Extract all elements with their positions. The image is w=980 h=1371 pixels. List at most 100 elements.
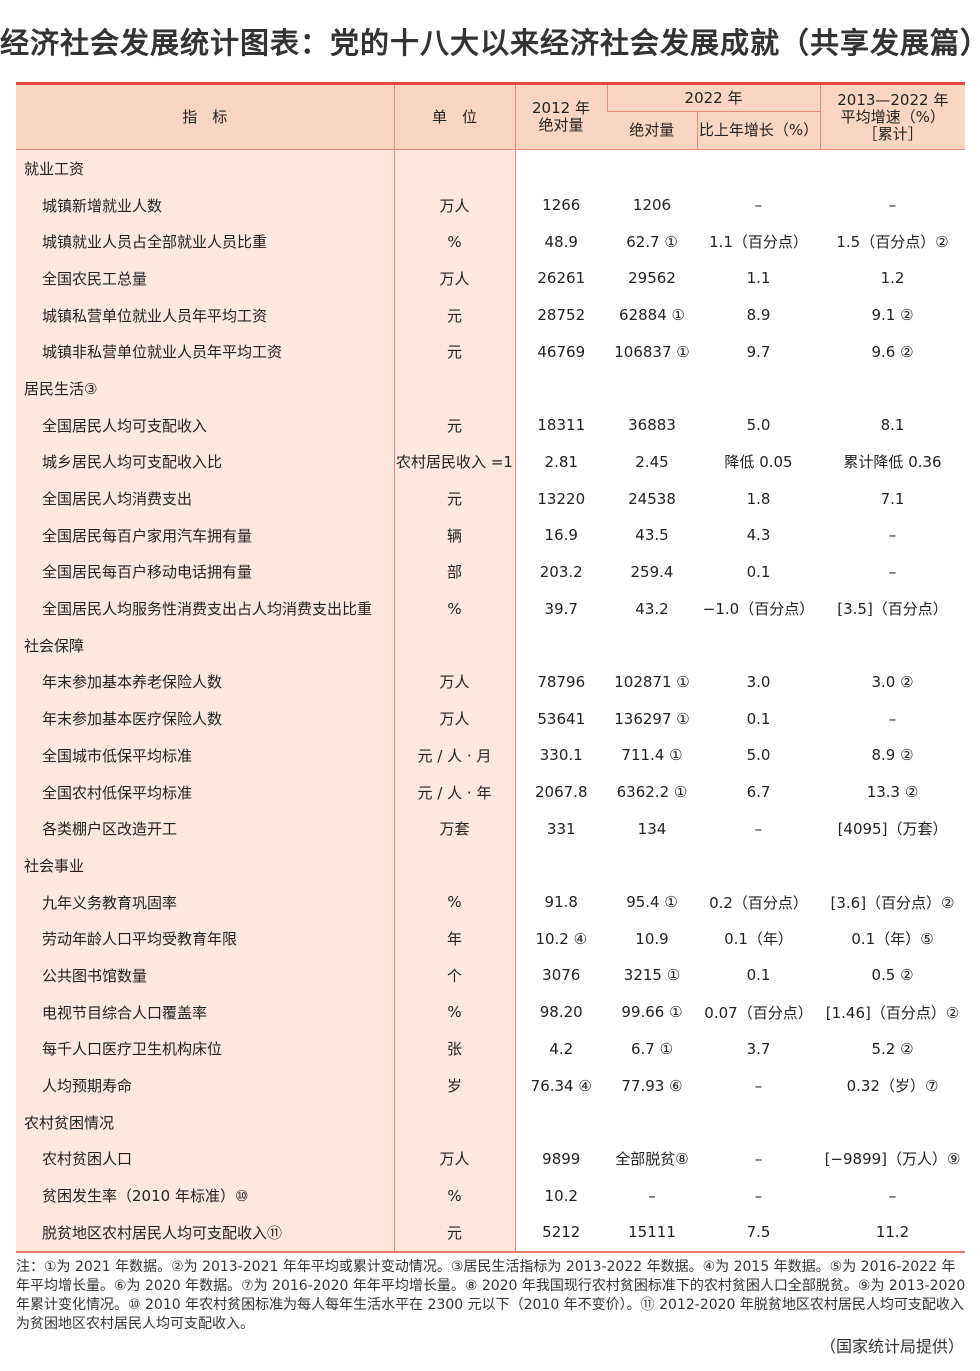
value-2022-cell: 62.7 ① [626,232,678,251]
section-title: 农村贫困情况 [16,1103,394,1141]
value-2012-cell: 28752 [537,306,586,325]
value-2022-cell: 62884 ① [619,306,685,325]
value-2022-cell: 24538 [628,489,676,508]
average-cell: [4095]（万套） [837,820,948,839]
growth-cell: 0.1 [746,709,771,728]
indicator-cell: 年末参加基本养老保险人数 [16,663,394,701]
value-2022-cell: 134 [637,819,667,838]
average-cell: – [888,562,897,581]
value-2012-cell: 91.8 [544,893,578,912]
unit-cell: 元 / 人 · 年 [393,773,516,811]
value-2022-cell: 36883 [628,416,676,435]
indicator-cell: 城镇就业人员占全部就业人员比重 [16,223,394,261]
unit-cell: % [393,993,516,1031]
indicator-cell: 农村贫困人口 [16,1140,394,1178]
table-row: 全国城市低保平均标准元 / 人 · 月 330.1 711.4 ① 5.0 8.9 ② [16,737,965,774]
section-title: 社会事业 [16,847,394,884]
table-row: 每千人口医疗卫生机构床位张 4.2 6.7 ① 3.7 5.2 ② [16,1030,965,1068]
table-row: 城镇就业人员占全部就业人员比重% 48.9 62.7 ① 1.1（百分点） 1.5（百分… [16,223,965,261]
growth-cell: 5.0 [746,416,771,435]
unit-cell: 万人 [393,186,516,224]
table-row: 全国农民工总量 万人 26261 29562 1.1 1.2 [16,260,965,297]
table-row: 年末参加基本养老保险人数 万人 78796 102871 ① 3.0 3.0 ② [16,663,965,701]
unit-cell [393,370,516,407]
table-row: 全国农村低保平均标准元 / 人 · 年 2067.8 6362.2 ① 6.7 13.3… [16,773,965,811]
table-row: 贫困发生率（2010 年标准）⑩% 10.2 – – – [16,1177,965,1214]
indicator-cell: 全国农村低保平均标准 [16,773,394,811]
table-row: 公共图书馆数量个 3076 3215 ① 0.1 0.5 ② [16,957,965,994]
table-row: 城镇新增就业人数 万人 1266 1206 – – [16,186,965,224]
value-2012-cell: 16.9 [544,526,578,545]
table-row: 九年义务教育巩固率% 91.8 95.4 ① 0.2（百分点） [3.6]（百分点）② [16,883,965,921]
growth-cell: 0.07（百分点） [704,1003,813,1022]
unit-cell: 张 [393,1030,516,1068]
average-cell: 13.3 ② [866,783,919,802]
value-2022-cell: 95.4 ① [626,893,678,912]
table-row: 城乡居民人均可支配收入比 农村居民收入 =1 2.81 2.45 降低 0.05 累计降低… [16,443,965,481]
indicator-cell: 公共图书馆数量 [16,957,394,994]
source-credit: （国家统计局提供） [819,1337,964,1356]
value-2022-cell: 3215 ① [623,966,681,985]
growth-cell: −1.0（百分点） [702,600,815,619]
value-2022-cell: – [648,1186,656,1205]
value-2012-cell: 1266 [542,196,581,215]
indicator-cell: 年末参加基本医疗保险人数 [16,700,394,737]
growth-cell: 6.7 [746,783,771,802]
value-2012-cell: 39.7 [544,599,578,618]
value-2022-cell: 1206 [632,196,672,215]
empty-cell [515,627,965,664]
value-2012-cell: 46769 [537,342,586,361]
growth-cell: 0.1 [746,966,771,985]
value-2012-cell: 5212 [542,1223,581,1242]
section-row: 社会保障 [16,626,965,664]
unit-cell: 万人 [393,260,516,297]
empty-cell [515,150,965,187]
average-cell: [3.5]（百分点） [837,600,948,619]
value-2012-cell: 2067.8 [535,783,588,802]
header-2022-absolute: 绝对量 [607,111,697,150]
value-2022-cell: 43.2 [635,599,669,618]
table-row: 城镇私营单位就业人员年平均工资元 28752 62884 ① 8.9 9.1 ② [16,296,965,334]
value-2012-cell: 2.81 [544,452,578,471]
table-row: 全国居民每百户移动电话拥有量部 203.2 259.4 0.1 – [16,553,965,591]
value-2012-cell: 13220 [537,489,586,508]
value-2022-cell: 15111 [628,1223,676,1242]
average-cell: 0.32（岁）⑦ [846,1077,939,1096]
growth-cell: 1.8 [746,489,771,508]
growth-cell: 8.9 [746,306,771,325]
growth-cell: – [754,1149,763,1168]
average-cell: 0.5 ② [871,966,914,985]
header-2022: 2022 年 [606,83,821,112]
table-row: 城镇非私营单位就业人员年平均工资元 46769 106837 ① 9.7 9.6 ② [16,333,965,371]
growth-cell: 0.2（百分点） [709,893,808,912]
average-cell: 3.0 ② [871,672,914,691]
value-2022-cell: 136297 ① [614,709,690,728]
unit-cell: % [393,1177,516,1214]
unit-cell [393,1103,516,1141]
empty-cell [515,847,965,884]
indicator-cell: 每千人口医疗卫生机构床位 [16,1030,394,1068]
growth-cell: 9.7 [746,342,771,361]
indicator-cell: 全国农民工总量 [16,260,394,297]
average-cell: [3.6]（百分点）② [830,893,955,912]
growth-cell: 3.7 [746,1039,771,1058]
average-cell: 9.1 ② [871,306,914,325]
section-row: 居民生活③ [16,370,965,407]
value-2012-cell: 26261 [537,269,586,288]
value-2022-cell: 29562 [628,269,676,288]
section-row: 农村贫困情况 [16,1103,965,1141]
unit-cell: 农村居民收入 =1 [393,443,516,481]
header-average: 2013—2022 年 平均增速（%） ［累计］ [819,83,966,150]
indicator-cell: 城镇非私营单位就业人员年平均工资 [16,333,394,371]
table-row: 人均预期寿命岁 76.34 ④ 77.93 ⑥ – 0.32（岁）⑦ [16,1067,965,1104]
value-2022-cell: 43.5 [635,526,669,545]
unit-cell [393,626,516,664]
indicator-cell: 城镇私营单位就业人员年平均工资 [16,296,394,334]
value-2022-cell: 10.9 [635,929,669,948]
indicator-cell: 全国居民人均消费支出 [16,480,394,517]
unit-cell: 万套 [393,810,516,848]
growth-cell: – [754,196,763,215]
table-row: 脱贫地区农村居民人均可支配收入⑪ 元 5212 15111 7.5 11.2 [16,1213,965,1252]
average-cell: 1.5（百分点）② [836,233,949,252]
value-2012-cell: 10.2 [544,1186,578,1205]
